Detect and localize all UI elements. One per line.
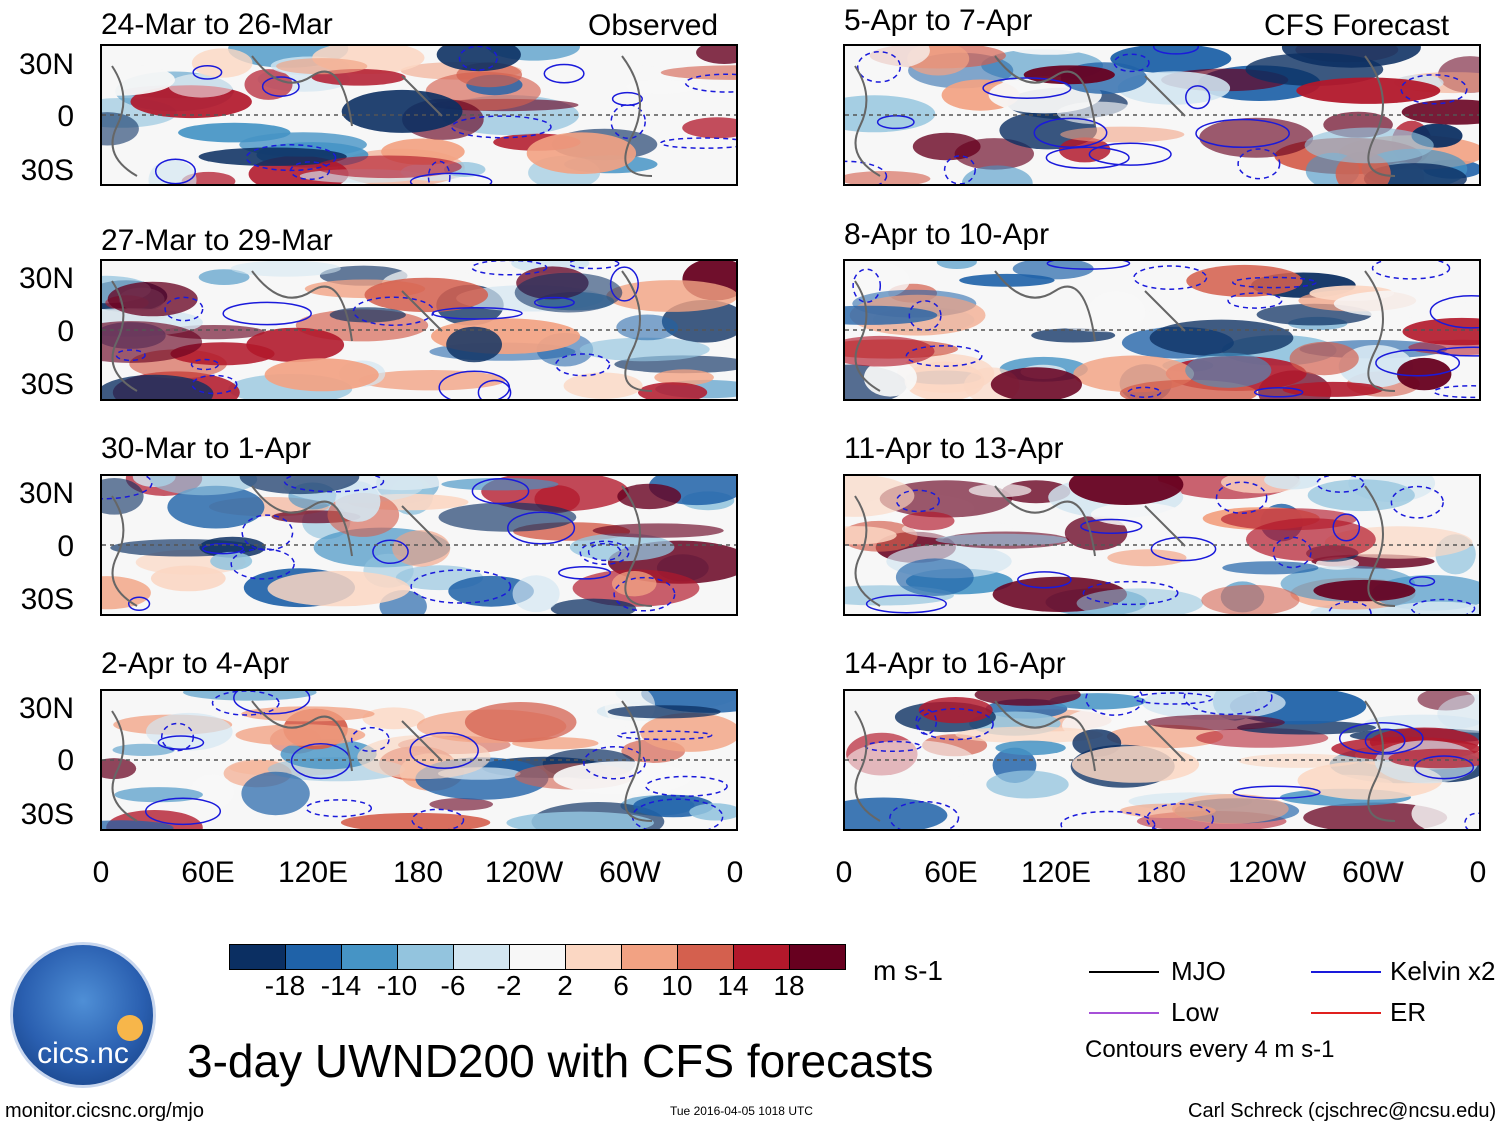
lat-0: 0 — [57, 315, 74, 348]
map-panel-left-3 — [100, 474, 738, 616]
contour-note: Contours every 4 m s-1 — [1085, 1036, 1335, 1063]
lon-0: 0 — [835, 856, 853, 889]
lon-120e: 120E — [277, 856, 349, 889]
lon-120w: 120W — [484, 856, 564, 889]
lat-30n: 30N — [18, 692, 74, 725]
legend-line-er — [1311, 1012, 1381, 1014]
observed-label: Observed — [588, 9, 719, 42]
logo-sun-icon — [117, 1015, 143, 1041]
lat-30s: 30S — [20, 154, 74, 187]
map-panel-left-4 — [100, 689, 738, 831]
colorbar-swatch — [790, 945, 845, 969]
lat-30n: 30N — [18, 48, 74, 81]
colorbar-swatch — [398, 945, 454, 969]
lon-60e: 60E — [181, 856, 235, 889]
map-panel-left-2 — [100, 259, 738, 401]
colorbar-label: -2 — [496, 970, 522, 1001]
lon-0: 0 — [92, 856, 110, 889]
lon-180: 180 — [1135, 856, 1187, 889]
cics-logo: cics.nc — [10, 942, 156, 1088]
map-panel-left-1 — [100, 44, 738, 186]
panel-title-right-2: 8-Apr to 10-Apr — [844, 218, 1050, 251]
lon-120e: 120E — [1020, 856, 1092, 889]
lat-30n: 30N — [18, 262, 74, 295]
lat-30s: 30S — [20, 583, 74, 616]
colorbar-units: m s-1 — [873, 955, 943, 986]
colorbar-label: 2 — [557, 970, 573, 1001]
colorbar-swatch — [678, 945, 734, 969]
colorbar-swatch — [734, 945, 790, 969]
lon-180: 180 — [392, 856, 444, 889]
panel-title-right-1: 5-Apr to 7-Apr — [844, 4, 1033, 37]
panel-title-left-1: 24-Mar to 26-Mar — [101, 8, 333, 41]
colorbar-label: 10 — [661, 970, 693, 1001]
colorbar-label: -18 — [264, 970, 306, 1001]
lat-0: 0 — [57, 744, 74, 777]
lat-0: 0 — [57, 100, 74, 133]
legend-line-mjo — [1089, 971, 1159, 973]
lon-60e: 60E — [924, 856, 978, 889]
colorbar-swatch — [286, 945, 342, 969]
colorbar-swatch — [510, 945, 566, 969]
legend-er: ER — [1390, 997, 1427, 1027]
main-title: 3-day UWND200 with CFS forecasts — [187, 1035, 934, 1087]
legend-line-kelvin — [1311, 971, 1381, 973]
colorbar-label: -14 — [320, 970, 362, 1001]
logo-text: cics.nc — [37, 1037, 129, 1070]
lon-60w: 60W — [599, 856, 661, 889]
cfs-forecast-label: CFS Forecast — [1264, 9, 1450, 42]
panel-title-left-2: 27-Mar to 29-Mar — [101, 224, 333, 257]
colorbar-label: -6 — [440, 970, 466, 1001]
lon-0-end: 0 — [1469, 856, 1487, 889]
colorbar-label: 6 — [613, 970, 629, 1001]
panel-title-left-4: 2-Apr to 4-Apr — [101, 647, 290, 680]
map-panel-right-3 — [843, 474, 1481, 616]
footer-url[interactable]: monitor.cicsnc.org/mjo — [5, 1100, 204, 1122]
colorbar-swatch — [622, 945, 678, 969]
map-panel-right-4 — [843, 689, 1481, 831]
map-panel-right-1 — [843, 44, 1481, 186]
lon-60w: 60W — [1342, 856, 1404, 889]
legend-mjo: MJO — [1171, 956, 1226, 986]
lon-120w: 120W — [1227, 856, 1307, 889]
lat-0: 0 — [57, 530, 74, 563]
legend-kelvin: Kelvin x2 — [1390, 956, 1496, 986]
colorbar-swatch — [566, 945, 622, 969]
footer-author[interactable]: Carl Schreck (cjschrec@ncsu.edu) — [1188, 1100, 1497, 1122]
legend-line-low — [1089, 1012, 1159, 1014]
legend-low: Low — [1171, 997, 1219, 1027]
map-panel-right-2 — [843, 259, 1481, 401]
colorbar-swatch — [454, 945, 510, 969]
lat-30s: 30S — [20, 798, 74, 831]
panel-title-right-3: 11-Apr to 13-Apr — [844, 432, 1064, 465]
colorbar-swatch — [342, 945, 398, 969]
lat-30n: 30N — [18, 477, 74, 510]
colorbar-label: 18 — [773, 970, 805, 1001]
panel-title-left-3: 30-Mar to 1-Apr — [101, 432, 312, 465]
panel-title-right-4: 14-Apr to 16-Apr — [844, 647, 1066, 680]
colorbar — [229, 944, 846, 970]
lat-30s: 30S — [20, 368, 74, 401]
colorbar-swatch — [230, 945, 286, 969]
lon-0-end: 0 — [726, 856, 744, 889]
colorbar-label: 14 — [717, 970, 749, 1001]
footer-timestamp: Tue 2016-04-05 1018 UTC — [670, 1104, 813, 1118]
colorbar-label: -10 — [376, 970, 418, 1001]
